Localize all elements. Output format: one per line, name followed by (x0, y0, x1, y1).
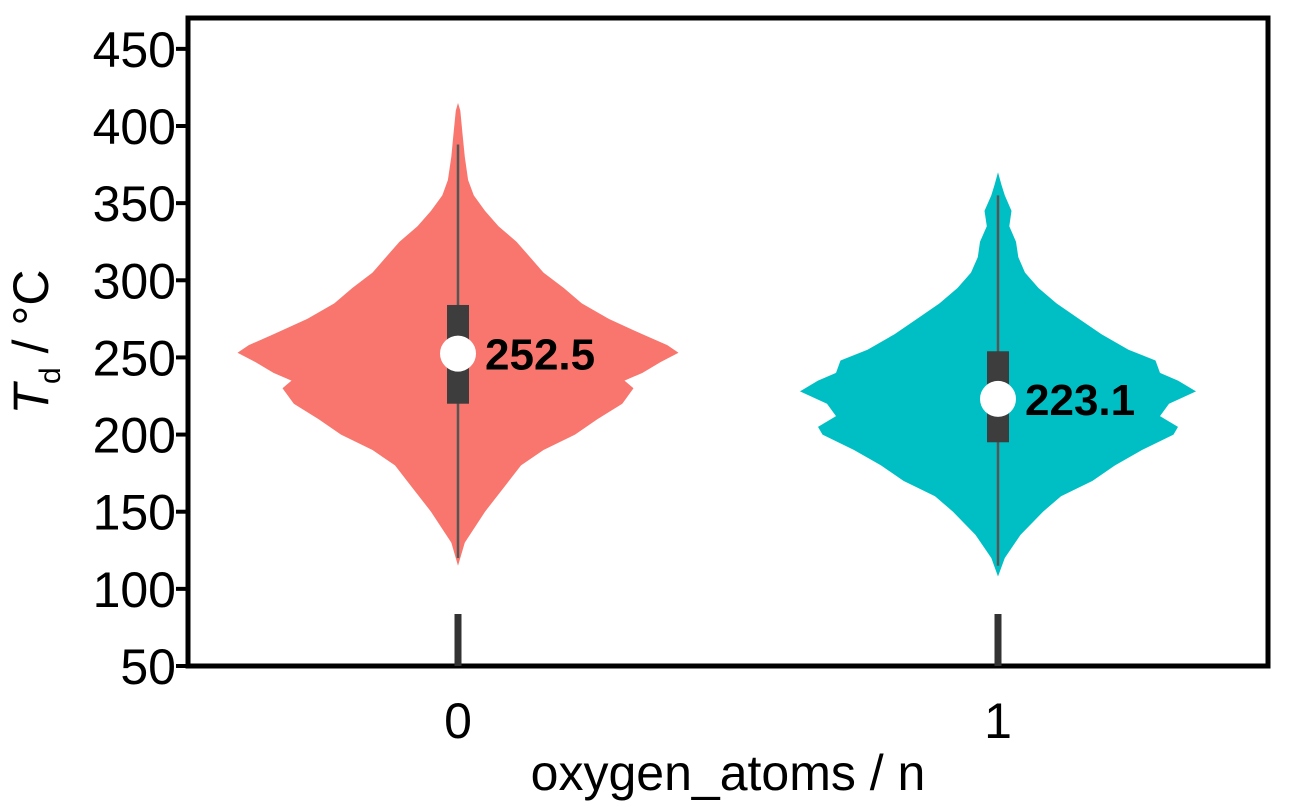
y-axis-title: Td / °C (3, 269, 67, 414)
y-tick-label: 300 (93, 253, 176, 309)
y-axis-title-symbol: T (3, 381, 59, 415)
x-tick-label: 0 (444, 693, 472, 749)
plot-frame (185, 15, 1271, 669)
median-label: 223.1 (1025, 376, 1135, 425)
y-tick-label: 250 (93, 330, 176, 386)
y-tick-label: 450 (93, 22, 176, 78)
violin-0: 252.5 (237, 102, 679, 566)
median-label: 252.5 (485, 331, 595, 380)
y-tick-label: 350 (93, 176, 176, 232)
median-point (440, 335, 476, 372)
y-axis-title-subscript: d (34, 367, 67, 384)
x-tick-label: 1 (984, 693, 1012, 749)
violin-1: 223.1 (800, 172, 1196, 577)
y-tick-label: 50 (120, 639, 176, 695)
median-point (980, 380, 1016, 417)
y-tick-label: 150 (93, 485, 176, 541)
y-tick-label: 100 (93, 562, 176, 618)
y-tick-label: 400 (93, 99, 176, 155)
y-tick-label: 200 (93, 408, 176, 464)
x-axis-title: oxygen_atoms / n (531, 745, 926, 801)
y-axis: 50 100 150 200 250 300 350 400 450 (93, 22, 188, 695)
y-axis-title-unit: / °C (3, 269, 59, 367)
violins-layer: 252.5 223.1 (237, 102, 1196, 577)
